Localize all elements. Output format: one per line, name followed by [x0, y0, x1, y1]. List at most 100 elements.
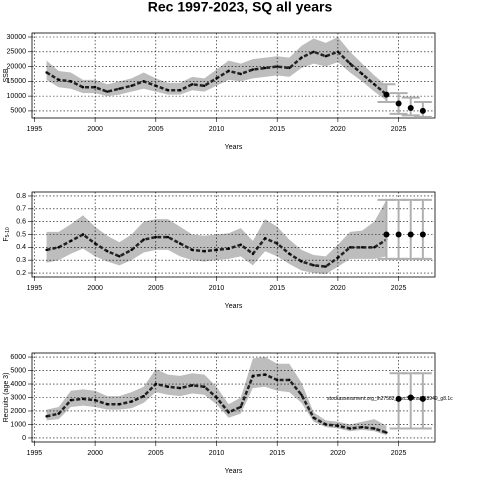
x-tick-label: 2020 — [330, 285, 346, 292]
x-tick-label: 2010 — [209, 450, 225, 457]
estimate-point — [312, 50, 315, 53]
y-tick-label: 2000 — [10, 408, 26, 415]
x-tick-label: 2010 — [209, 126, 225, 133]
x-tick-label: 1995 — [27, 126, 43, 133]
x-tick-label: 2000 — [87, 450, 103, 457]
forecast-point — [383, 91, 390, 98]
y-tick-label: 0.4 — [16, 244, 26, 251]
estimate-point — [215, 396, 218, 399]
x-tick-label: 2005 — [148, 126, 164, 133]
estimate-point — [118, 87, 121, 90]
estimate-point — [324, 265, 327, 268]
estimate-point — [142, 238, 145, 241]
forecast-point — [395, 231, 402, 238]
estimate-point — [191, 384, 194, 387]
y-axis-label: SSB — [3, 68, 10, 82]
estimate-point — [227, 69, 230, 73]
y-axis-label-main: Recruits (age 3) — [3, 373, 10, 423]
estimate-point — [373, 427, 376, 430]
y-axis-label-sub: 5-10 — [5, 227, 11, 237]
estimate-point — [57, 412, 60, 415]
estimate-point — [288, 66, 291, 70]
estimate-point — [130, 84, 133, 87]
estimate-point — [288, 378, 291, 382]
estimate-point — [166, 385, 170, 388]
estimate-point — [348, 427, 352, 430]
y-tick-label: 6000 — [10, 354, 26, 361]
x-tick-label: 2015 — [269, 285, 285, 292]
y-tick-label: 1000 — [10, 421, 26, 428]
estimate-point — [118, 255, 121, 258]
estimate-point — [106, 403, 109, 406]
estimate-point — [348, 62, 352, 65]
estimate-point — [348, 246, 352, 249]
x-tick-label: 2010 — [209, 285, 225, 292]
x-tick-label: 2005 — [148, 450, 164, 457]
estimate-point — [203, 84, 206, 87]
estimate-point — [93, 398, 97, 402]
y-tick-label: 5000 — [10, 108, 26, 115]
estimate-point — [130, 400, 133, 403]
y-tick-label: 0.8 — [16, 193, 26, 200]
estimate-point — [275, 65, 279, 68]
estimate-point — [373, 83, 376, 86]
estimate-point — [336, 424, 340, 428]
estimate-point — [263, 66, 267, 70]
y-tick-label: 4000 — [10, 381, 26, 388]
x-tick-label: 2015 — [269, 450, 285, 457]
estimate-point — [69, 80, 73, 83]
y-tick-label: 5000 — [10, 367, 26, 374]
estimate-point — [178, 89, 182, 92]
estimate-point — [275, 242, 279, 245]
estimate-point — [251, 68, 255, 71]
estimate-point — [239, 405, 242, 409]
forecast-point — [419, 107, 426, 114]
estimate-point — [251, 374, 255, 378]
x-tick-label: 2025 — [391, 450, 407, 457]
figure-title: Rec 1997-2023, SQ all years — [148, 0, 333, 15]
estimate-point — [130, 248, 133, 252]
x-tick-label: 1995 — [27, 285, 43, 292]
estimate-point — [203, 385, 206, 388]
y-tick-label: 0.2 — [16, 270, 26, 277]
forecast-point — [407, 394, 414, 401]
estimate-point — [312, 264, 315, 267]
x-tick-label: 2000 — [87, 285, 103, 292]
estimate-point — [178, 242, 182, 245]
forecast-point — [407, 231, 414, 238]
forecast-point — [383, 231, 390, 238]
y-tick-label: 15000 — [7, 78, 27, 85]
estimate-point — [312, 416, 315, 419]
forecast-point — [419, 231, 426, 238]
y-tick-label: 0.5 — [16, 231, 26, 238]
estimate-point — [203, 249, 206, 253]
plot-frame — [31, 352, 436, 443]
estimate-point — [360, 72, 364, 76]
estimate-point — [81, 397, 85, 401]
y-tick-label: 30000 — [7, 34, 27, 41]
estimate-point — [336, 256, 340, 259]
estimate-point — [166, 235, 170, 239]
estimate-point — [251, 252, 255, 255]
estimate-point — [166, 89, 170, 92]
estimate-point — [81, 86, 85, 89]
estimate-point — [263, 237, 267, 240]
x-tick-label: 1995 — [27, 450, 43, 457]
x-tick-label: 2025 — [391, 126, 407, 133]
x-axis-label: Years — [225, 303, 243, 310]
estimate-point — [142, 394, 145, 398]
estimate-point — [373, 246, 376, 249]
estimate-point — [178, 386, 182, 390]
y-axis-label: Recruits (age 3) — [3, 373, 10, 423]
estimate-point — [360, 425, 364, 429]
forecast-point — [395, 395, 402, 402]
x-axis-label: Years — [225, 144, 243, 151]
y-tick-label: 3000 — [10, 394, 26, 401]
estimate-point — [336, 50, 340, 53]
y-tick-label: 25000 — [7, 49, 27, 56]
estimate-point — [142, 80, 145, 83]
estimate-point — [106, 90, 109, 93]
confidence-band — [46, 199, 387, 275]
y-tick-label: 0.3 — [16, 257, 26, 264]
